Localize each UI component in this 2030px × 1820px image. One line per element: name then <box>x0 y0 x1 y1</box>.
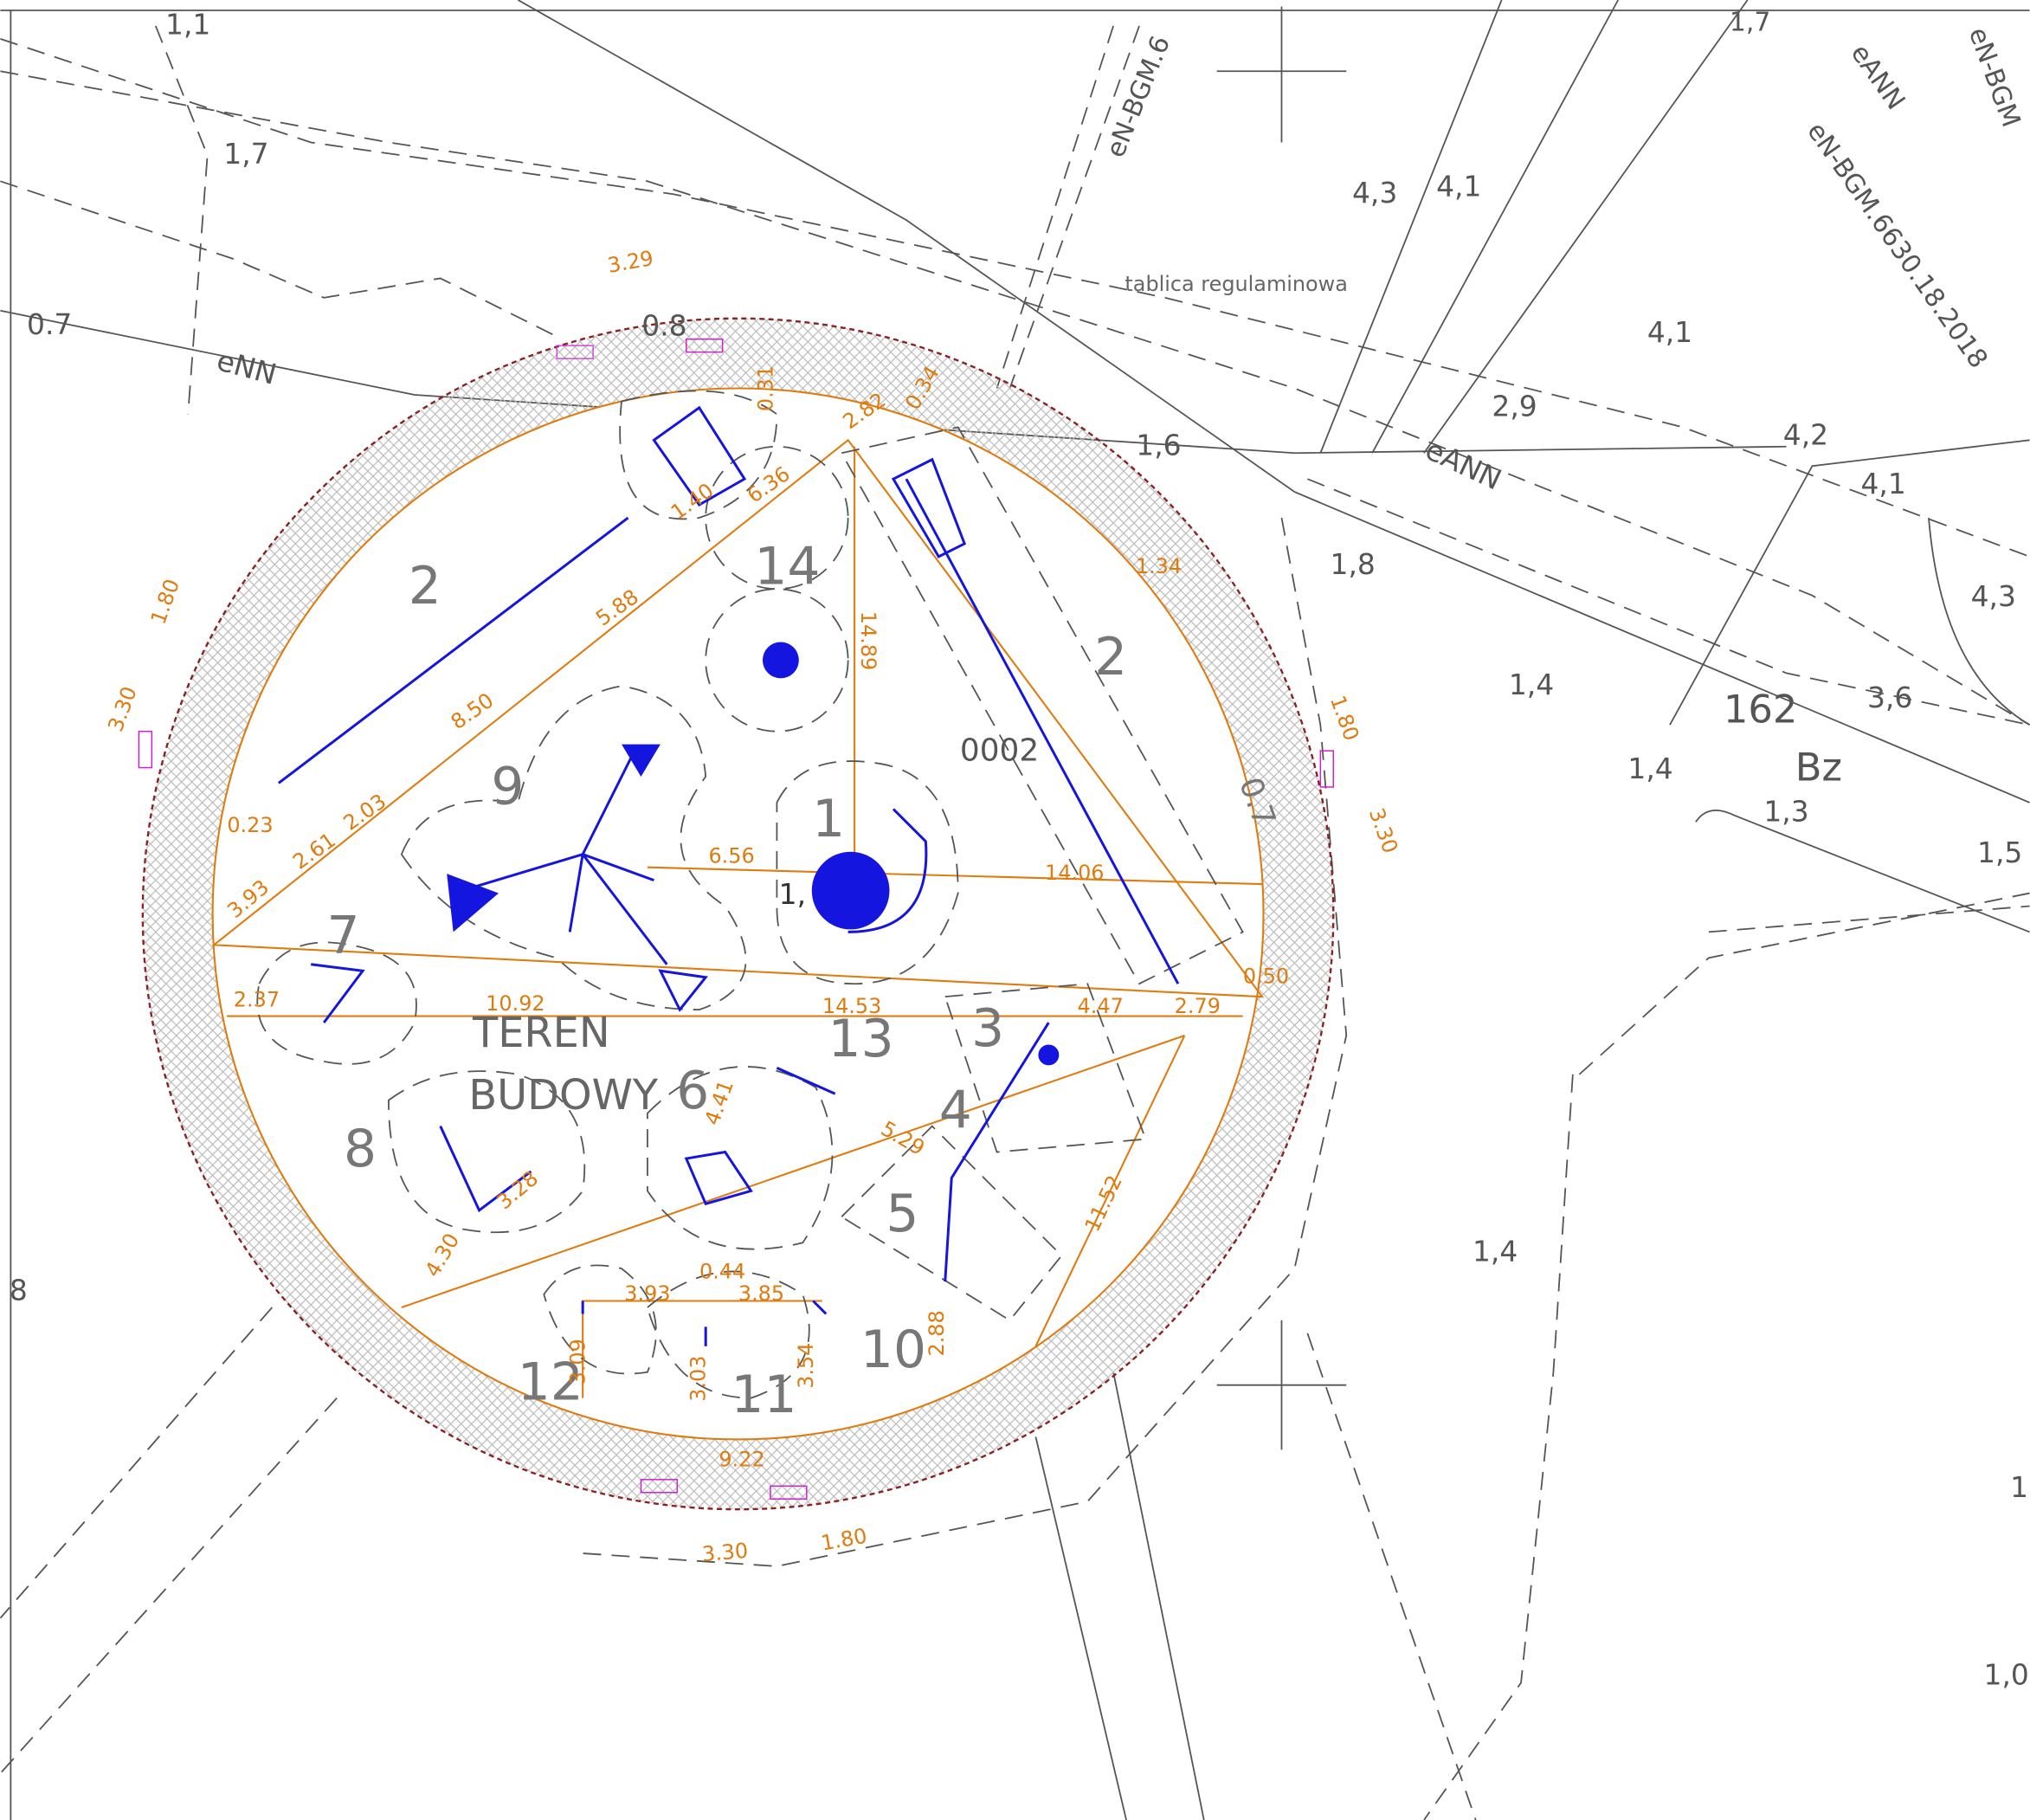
elevation-label: 1,8 <box>1331 547 1376 581</box>
zone-outlines <box>256 390 1244 1399</box>
dimension: 3.03 <box>686 1356 711 1402</box>
dimension: 3.30 <box>1364 805 1403 857</box>
board-note: tablica regulaminowa <box>1125 272 1347 296</box>
dimension: 1.34 <box>1136 554 1182 578</box>
dimension: 2.79 <box>1175 994 1221 1018</box>
elevation-label: eN-BGM <box>1962 23 2027 131</box>
point-label: 1, <box>779 877 806 911</box>
zone-number: 11 <box>731 1365 796 1425</box>
dimension: 9.22 <box>719 1447 764 1471</box>
carousel <box>811 851 890 930</box>
dimension: 3.09 <box>566 1339 590 1384</box>
elevation-label: eN-BGM.6 <box>1100 32 1176 162</box>
elevation-label: eN-BGM.6630.18.2018 <box>1801 117 1994 374</box>
zone-number: 2 <box>409 556 441 616</box>
dimension: 0.31 <box>753 365 777 411</box>
play-area <box>211 387 1265 1441</box>
dimension: 0.23 <box>227 813 273 837</box>
elevation-label: 0.7 <box>27 307 72 341</box>
elevation-label: 1,4 <box>1509 668 1554 701</box>
zone-number: 13 <box>828 1009 894 1069</box>
elevation-label: 1,1 <box>165 7 210 41</box>
dimension: 14.53 <box>822 994 881 1018</box>
elevation-label: 162 <box>1724 686 1798 732</box>
elevation-label: 4,1 <box>1436 169 1481 203</box>
zone-number: 6 <box>676 1061 709 1121</box>
elevation-label: Bz <box>1795 745 1842 791</box>
dimension: 0.44 <box>699 1260 745 1284</box>
dimension: 14.89 <box>856 611 880 670</box>
dimension: 3.93 <box>624 1281 670 1306</box>
elevation-label: 4,3 <box>1352 176 1397 210</box>
zone-number: 9 <box>491 757 524 817</box>
zone-number: 7 <box>327 905 360 965</box>
dimension: 0.50 <box>1243 965 1289 989</box>
elevation-label: 4,2 <box>1783 417 1828 451</box>
elevation-label: 1,4 <box>1473 1235 1518 1268</box>
elevation-label: eANN <box>1845 39 1911 116</box>
elevation-label: 0.8 <box>641 309 686 343</box>
zone-number: 1 <box>812 789 845 849</box>
elevation-label: 8 <box>10 1274 28 1307</box>
elevation-label: 1,6 <box>1136 428 1181 461</box>
elevation-label: 1,7 <box>223 137 268 171</box>
elevation-label: 4,3 <box>1971 579 2016 613</box>
elevation-label: 4,1 <box>1861 467 1906 500</box>
zone-number: 4 <box>939 1080 972 1140</box>
elevation-label: eNN <box>213 343 280 391</box>
elevation-label: 1,0 <box>1984 1658 2029 1692</box>
zone-number: 3 <box>971 998 1004 1059</box>
dimension: 3.30 <box>103 683 142 735</box>
dimension: 4.47 <box>1078 994 1124 1018</box>
dimension: 1.80 <box>1325 693 1364 745</box>
equipment <box>277 405 1180 1346</box>
elevation-label: 1,7 <box>1730 7 1771 37</box>
zone-number: 10 <box>860 1320 926 1380</box>
elevation-label: 1,3 <box>1763 794 1808 828</box>
elevation-label: 1 <box>2010 1470 2028 1504</box>
dimension: 1.80 <box>819 1524 868 1556</box>
parcel-number: 0002 <box>960 733 1039 769</box>
dimension: 2.88 <box>925 1310 949 1356</box>
zone-number: 2 <box>1094 627 1127 687</box>
zone-number: 12 <box>518 1352 583 1412</box>
dimension-lines <box>211 438 1265 1398</box>
dimension: 3.30 <box>701 1539 749 1567</box>
site-note: BUDOWY <box>468 1072 659 1120</box>
dimension: 1.80 <box>146 576 185 628</box>
playground <box>138 317 1335 1511</box>
dimension: 14.06 <box>1045 861 1104 885</box>
dimension: 2.37 <box>234 988 280 1012</box>
elevation-label: 1,4 <box>1627 752 1672 785</box>
site-note: TEREN <box>472 1010 610 1057</box>
elevation-label: 4,1 <box>1647 315 1692 349</box>
elevation-label: eANN <box>1421 432 1507 496</box>
zone-number: 8 <box>344 1119 377 1179</box>
elevation-label: 3,6 <box>1867 681 1912 714</box>
dimension: 3.54 <box>794 1343 818 1389</box>
elevation-label: 1,5 <box>1977 836 2022 869</box>
zone-number: 14 <box>754 536 820 597</box>
dimension: 3.85 <box>738 1281 784 1306</box>
elevation-label: 2,9 <box>1492 389 1537 423</box>
spinner <box>762 642 799 679</box>
zone-number: 5 <box>886 1184 918 1244</box>
dimension: 3.29 <box>606 246 655 278</box>
dimension: 10.92 <box>486 991 545 1016</box>
benches <box>138 338 1335 1500</box>
dimension: 6.56 <box>708 844 754 868</box>
